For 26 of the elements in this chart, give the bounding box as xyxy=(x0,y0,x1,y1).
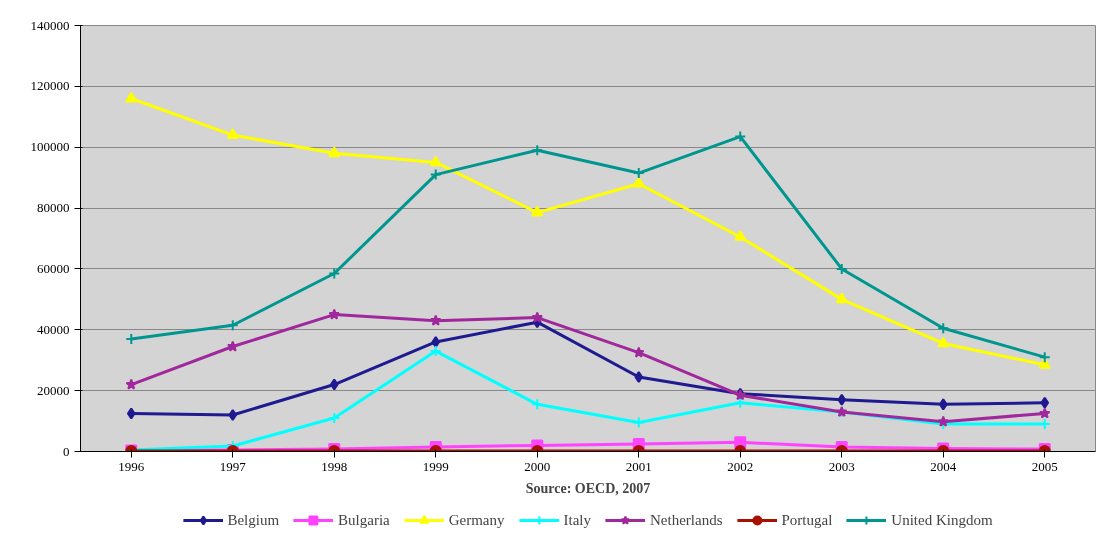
x-tick-label: 1996 xyxy=(118,458,145,474)
legend-label: Italy xyxy=(563,511,592,529)
x-tick-label: 1998 xyxy=(321,458,348,474)
y-tick-label: 80000 xyxy=(37,200,70,216)
x-tick-label: 2003 xyxy=(828,458,855,474)
x-tick-label: 1999 xyxy=(422,458,449,474)
x-tick-label: 2004 xyxy=(930,458,957,474)
legend-label: Bulgaria xyxy=(338,511,390,529)
y-tick-label: 0 xyxy=(63,443,70,459)
y-tick-label: 100000 xyxy=(30,139,70,155)
legend-label: United Kingdom xyxy=(891,511,993,529)
x-tick-label: 2005 xyxy=(1031,458,1058,474)
y-tick-label: 20000 xyxy=(37,382,70,398)
source-note: Source: OECD, 2007 xyxy=(525,480,651,496)
y-tick-label: 140000 xyxy=(30,17,70,33)
y-tick-label: 40000 xyxy=(37,321,70,337)
y-tick-label: 60000 xyxy=(37,260,70,276)
x-tick-label: 1997 xyxy=(219,458,247,474)
x-tick-label: 2002 xyxy=(727,458,754,474)
x-tick-label: 2000 xyxy=(524,458,551,474)
legend-label: Belgium xyxy=(227,511,280,529)
x-tick-label: 2001 xyxy=(625,458,652,474)
legend-label: Netherlands xyxy=(650,511,723,529)
legend-label: Germany xyxy=(448,511,505,529)
y-tick-label: 120000 xyxy=(30,78,70,94)
legend-label: Portugal xyxy=(781,511,833,529)
